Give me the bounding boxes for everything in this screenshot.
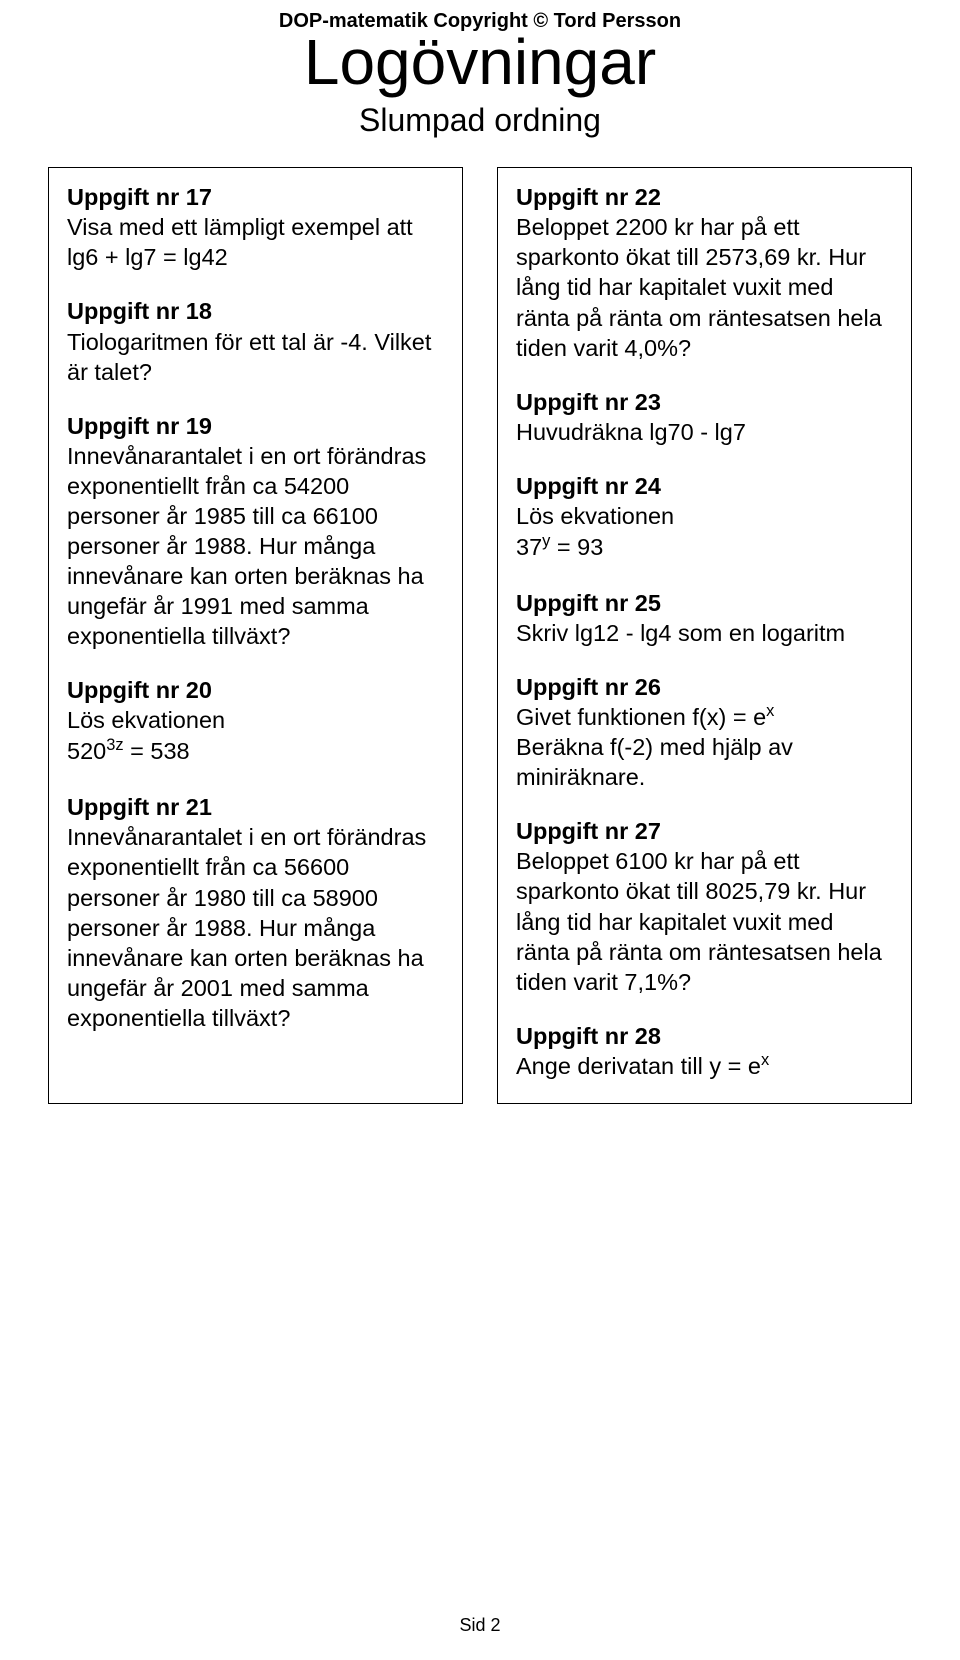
task-title: Uppgift nr 25 (516, 588, 893, 618)
eq-base: 520 (67, 738, 106, 764)
task-title: Uppgift nr 19 (67, 411, 444, 441)
task-body: Huvudräkna lg70 - lg7 (516, 417, 893, 447)
page-container: DOP-matematik Copyright © Tord Persson L… (0, 10, 960, 1104)
task-22: Uppgift nr 22 Beloppet 2200 kr har på et… (516, 182, 893, 362)
eq-tail: = 538 (124, 738, 190, 764)
task-body: Innevånarantalet i en ort förändras expo… (67, 822, 444, 1033)
page-footer: Sid 2 (0, 1615, 960, 1636)
task-title: Uppgift nr 23 (516, 387, 893, 417)
task-21: Uppgift nr 21 Innevånarantalet i en ort … (67, 792, 444, 1033)
right-column: Uppgift nr 22 Beloppet 2200 kr har på et… (497, 167, 912, 1104)
equation-line: 37y = 93 (516, 531, 893, 564)
task-title: Uppgift nr 21 (67, 792, 444, 822)
task-body: Tiologaritmen för ett tal är -4. Vilket … (67, 327, 444, 387)
task-17: Uppgift nr 17 Visa med ett lämpligt exem… (67, 182, 444, 272)
equation-line: 5203z = 538 (67, 735, 444, 768)
task-20: Uppgift nr 20 Lös ekvationen 5203z = 538 (67, 675, 444, 768)
left-column: Uppgift nr 17 Visa med ett lämpligt exem… (48, 167, 463, 1104)
task-title: Uppgift nr 17 (67, 182, 444, 212)
fn-text: Ange derivatan till y = e (516, 1053, 761, 1079)
task-body: Lös ekvationen (67, 705, 444, 735)
fn-exponent: x (766, 702, 774, 720)
task-title: Uppgift nr 24 (516, 471, 893, 501)
task-25: Uppgift nr 25 Skriv lg12 - lg4 som en lo… (516, 588, 893, 648)
task-body-line1: Ange derivatan till y = ex (516, 1051, 893, 1081)
task-26: Uppgift nr 26 Givet funktionen f(x) = ex… (516, 672, 893, 792)
task-body-line2: Beräkna f(-2) med hjälp av miniräknare. (516, 732, 893, 792)
columns-container: Uppgift nr 17 Visa med ett lämpligt exem… (48, 167, 912, 1104)
task-23: Uppgift nr 23 Huvudräkna lg70 - lg7 (516, 387, 893, 447)
eq-base: 37 (516, 534, 542, 560)
task-title: Uppgift nr 18 (67, 296, 444, 326)
eq-exponent: 3z (106, 737, 123, 755)
task-body: Visa med ett lämpligt exempel att lg6 + … (67, 212, 444, 272)
task-body: Lös ekvationen (516, 501, 893, 531)
eq-tail: = 93 (550, 534, 603, 560)
task-title: Uppgift nr 20 (67, 675, 444, 705)
task-body-line1: Givet funktionen f(x) = ex (516, 702, 893, 732)
page-title: Logövningar (48, 29, 912, 96)
task-title: Uppgift nr 22 (516, 182, 893, 212)
task-19: Uppgift nr 19 Innevånarantalet i en ort … (67, 411, 444, 652)
task-title: Uppgift nr 27 (516, 816, 893, 846)
task-title: Uppgift nr 28 (516, 1021, 893, 1051)
task-body: Beloppet 2200 kr har på ett sparkonto ök… (516, 212, 893, 362)
task-28: Uppgift nr 28 Ange derivatan till y = ex (516, 1021, 893, 1081)
fn-text: Givet funktionen f(x) = e (516, 704, 766, 730)
fn-exponent: x (761, 1051, 769, 1069)
task-body: Innevånarantalet i en ort förändras expo… (67, 441, 444, 652)
task-body: Skriv lg12 - lg4 som en logaritm (516, 618, 893, 648)
task-title: Uppgift nr 26 (516, 672, 893, 702)
task-body: Beloppet 6100 kr har på ett sparkonto ök… (516, 846, 893, 996)
task-24: Uppgift nr 24 Lös ekvationen 37y = 93 (516, 471, 893, 564)
page-subtitle: Slumpad ordning (48, 102, 912, 139)
task-18: Uppgift nr 18 Tiologaritmen för ett tal … (67, 296, 444, 386)
task-27: Uppgift nr 27 Beloppet 6100 kr har på et… (516, 816, 893, 996)
